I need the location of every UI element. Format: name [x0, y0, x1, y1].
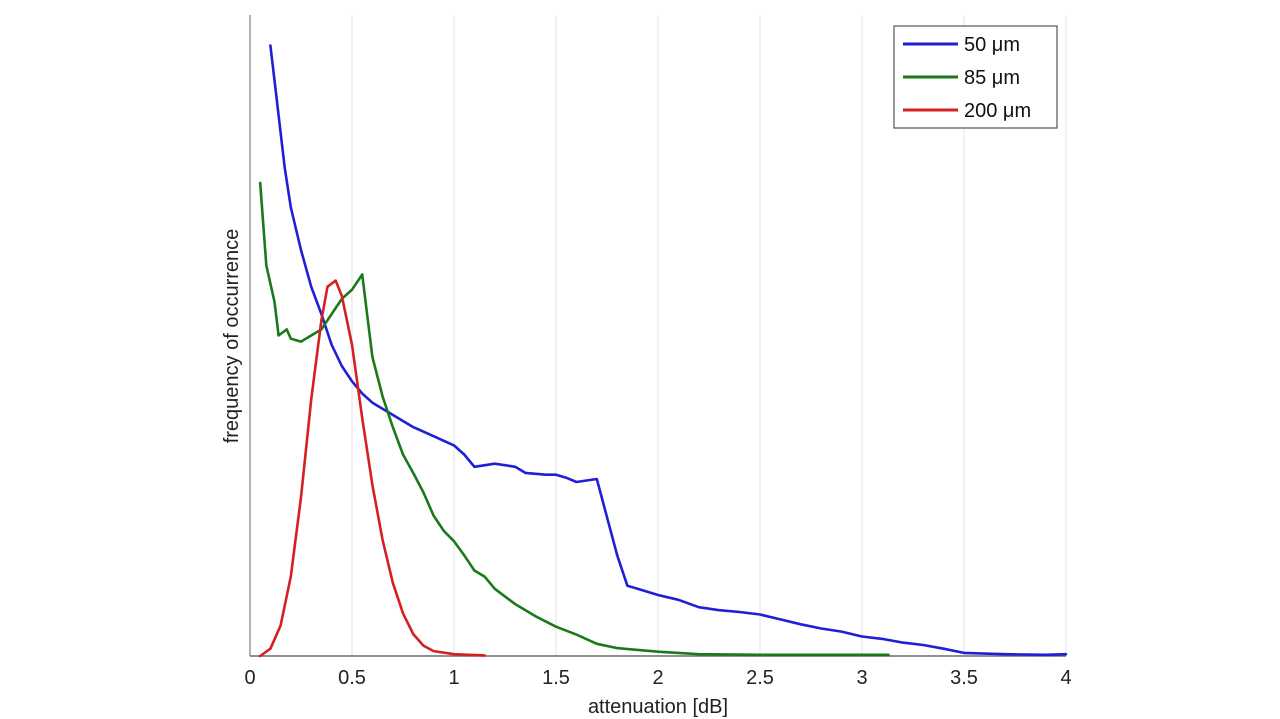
x-axis-label: attenuation [dB] — [588, 696, 728, 718]
x-tick-label: 2 — [652, 667, 663, 689]
x-tick-labels: 0 0.5 1 1.5 2 2.5 3 3.5 4 — [244, 667, 1071, 689]
vertical-gridlines — [351, 15, 1067, 656]
series-lines — [258, 44, 1068, 658]
legend: 50 μm 85 μm 200 μm — [893, 25, 1058, 129]
x-tick-label: 0 — [244, 667, 255, 689]
series-line-85um — [258, 181, 890, 657]
series-line-200um — [258, 279, 486, 658]
x-tick-label: 2.5 — [746, 667, 774, 689]
x-tick-label: 4 — [1060, 667, 1071, 689]
x-tick-label: 1 — [448, 667, 459, 689]
y-axis-label: frequency of occurrence — [221, 229, 243, 444]
x-tick-label: 3 — [856, 667, 867, 689]
x-tick-label: 0.5 — [338, 667, 366, 689]
legend-label-85um: 85 μm — [964, 67, 1020, 89]
legend-label-200um: 200 μm — [964, 100, 1031, 122]
x-tick-label: 3.5 — [950, 667, 978, 689]
legend-label-50um: 50 μm — [964, 34, 1020, 56]
series-line-50um — [269, 44, 1068, 657]
x-tick-label: 1.5 — [542, 667, 570, 689]
